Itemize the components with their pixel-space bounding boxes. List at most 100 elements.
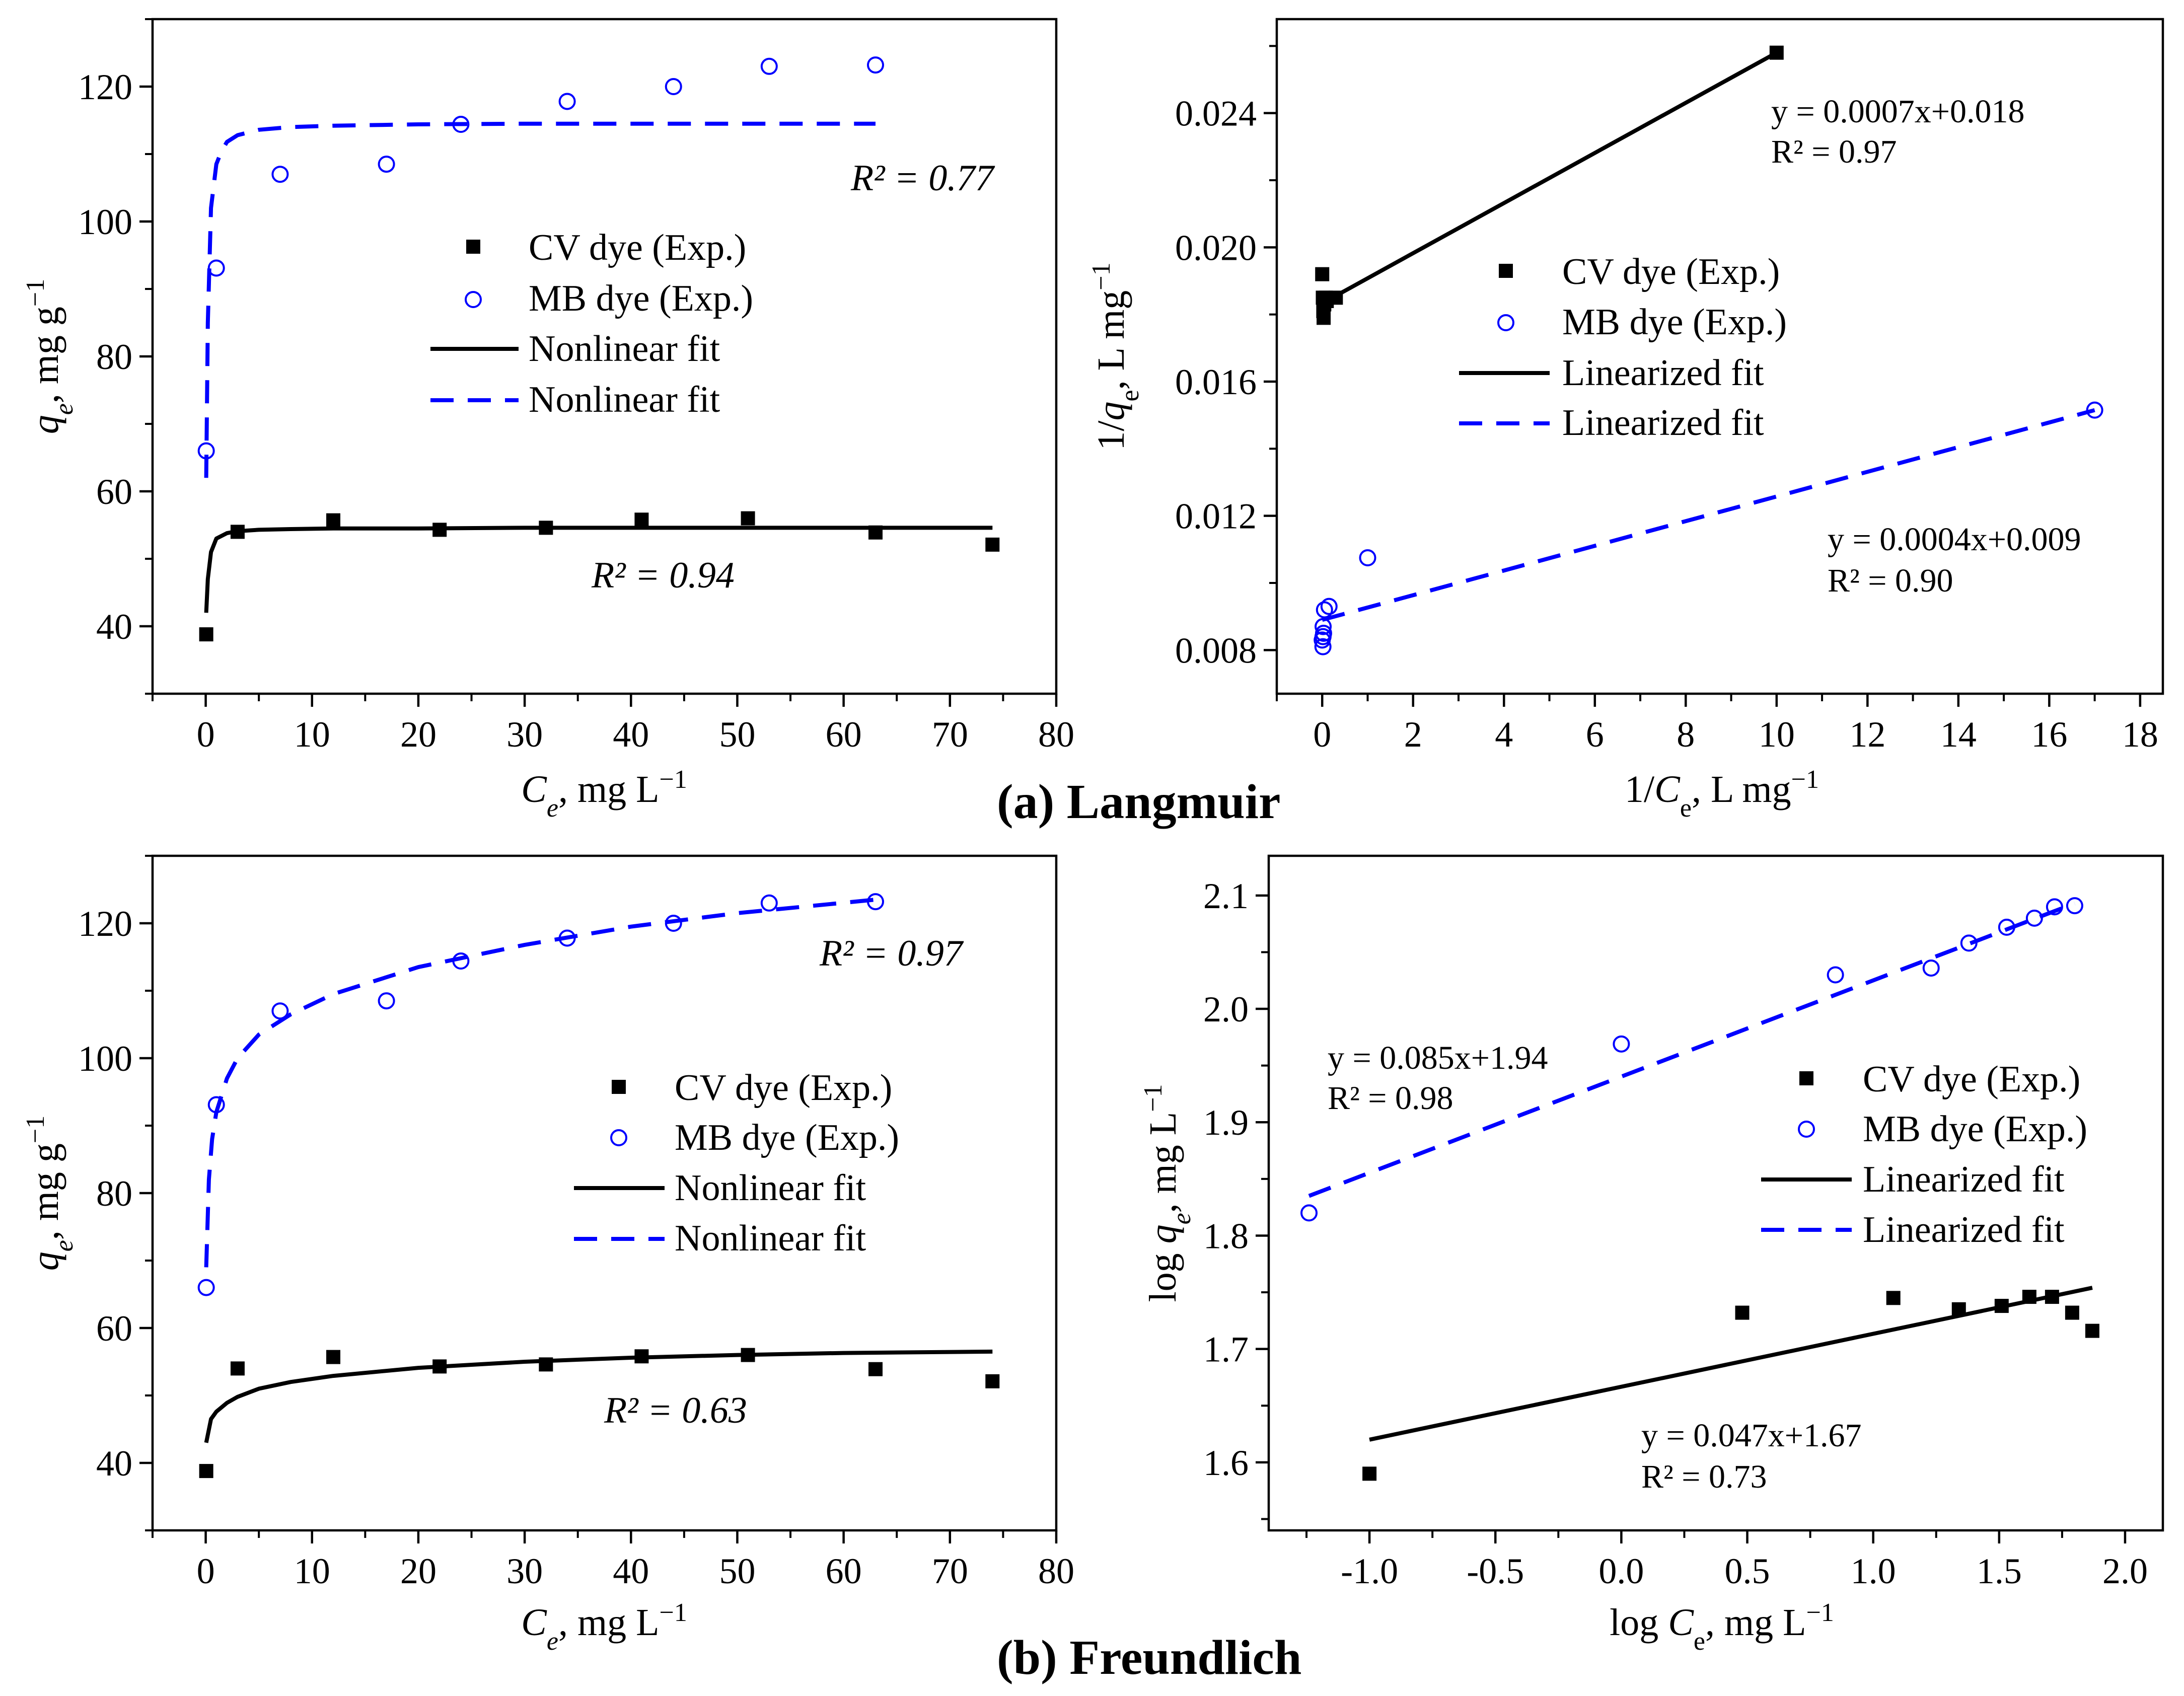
x-tick-label: 2 [1404, 714, 1422, 755]
mb-fit-equation: y = 0.085x+1.94 [1328, 1040, 1548, 1076]
x-tick-label: 10 [294, 714, 330, 755]
data-point-cv [199, 1464, 213, 1479]
data-point-mb [1359, 549, 1376, 566]
r2-cv-annotation: R² = 0.94 [591, 555, 735, 596]
legend-mb-label: MB dye (Exp.) [675, 1117, 899, 1158]
cv-fit-r2: R² = 0.73 [1641, 1458, 1767, 1495]
caption-b: (b) Freundlich [997, 1631, 1301, 1685]
x-tick-label: 0.0 [1598, 1551, 1644, 1591]
data-point-cv [1951, 1302, 1966, 1316]
data-point-mb [665, 915, 682, 932]
x-tick-label: 0 [197, 714, 215, 755]
legend-cv-label: CV dye (Exp.) [675, 1067, 892, 1109]
data-point-cv [1994, 1299, 2009, 1313]
legend-cv-label: CV dye (Exp.) [529, 227, 746, 268]
x-tick-label: -1.0 [1341, 1551, 1398, 1591]
data-point-cv [230, 1361, 245, 1376]
y-tick-label: 120 [78, 67, 132, 107]
cv-fit-equation: y = 0.047x+1.67 [1641, 1417, 1861, 1454]
data-point-cv [326, 513, 340, 528]
data-point-mb [2086, 401, 2103, 419]
cv-fit-equation: y = 0.0007x+0.018 [1771, 93, 2024, 130]
plot-frame [1275, 18, 2164, 695]
x-tick-label: 1.0 [1851, 1551, 1896, 1591]
data-point-mb [378, 992, 395, 1010]
plot-frame [1267, 854, 2164, 1532]
y-tick-label: 0.016 [1175, 362, 1257, 402]
data-point-cv [2065, 1305, 2079, 1320]
legend-cv-marker [466, 240, 480, 254]
y-tick-label: 1.8 [1203, 1216, 1249, 1256]
axis-ticks: 0 10 20 30 40 50 60 70 80 40 60 80 100 120 [78, 18, 1074, 755]
y-tick-label: 100 [78, 202, 132, 242]
r2-mb-annotation: R² = 0.77 [850, 158, 995, 199]
data-point-cv [634, 1349, 649, 1364]
fit-line-solid [1369, 1286, 2093, 1442]
x-tick-label: 8 [1677, 714, 1695, 755]
data-point-mb [760, 57, 778, 75]
data-point-cv [539, 1357, 553, 1372]
mb-fit-r2: R² = 0.90 [1828, 562, 1953, 599]
data-point-cv [432, 1359, 447, 1374]
data-point-cv [1769, 45, 1784, 60]
data-point-cv [1317, 311, 1331, 325]
legend: CV dye (Exp.) MB dye (Exp.) Linearized f… [1459, 251, 1787, 444]
fit-line-solid [204, 1349, 993, 1443]
data-point-cv [634, 512, 649, 527]
data-point-mb [1320, 598, 1338, 615]
data-point-cv [1362, 1466, 1377, 1481]
x-tick-label: 60 [826, 1551, 862, 1591]
mb-fit-equation: y = 0.0004x+0.009 [1828, 521, 2081, 558]
legend-fit-dashed-label: Linearized fit [1562, 402, 1764, 444]
data-point-mb [1613, 1035, 1630, 1053]
x-tick-label: 80 [1038, 714, 1074, 755]
data-point-mb [452, 116, 470, 133]
fit-line-dashed [204, 121, 876, 478]
data-point-mb [2066, 897, 2083, 915]
x-axis-label: log Ce, mg L−1 [1610, 1598, 1834, 1656]
x-tick-label: 30 [506, 1551, 543, 1591]
legend: CV dye (Exp.) MB dye (Exp.) Nonlinear fi… [574, 1067, 899, 1259]
x-axis-label: Ce, mg L−1 [521, 765, 687, 823]
fit-line-dashed [1322, 408, 2095, 622]
data-point-mb [1300, 1204, 1318, 1222]
x-axis-label: 1/Ce, L mg−1 [1625, 765, 1819, 823]
data-point-mb [867, 893, 884, 911]
mb-fit-r2: R² = 0.98 [1328, 1080, 1453, 1117]
freundlich-nonlinear-chart: 0 10 20 30 40 50 60 70 80 40 60 80 100 120 Ce, mg L−1… [21, 854, 1074, 1656]
data-point-mb [558, 929, 576, 947]
cv-fit-r2: R² = 0.97 [1771, 133, 1897, 170]
y-tick-label: 40 [96, 1443, 132, 1484]
fit-line-dashed [1308, 901, 2076, 1198]
x-tick-label: 12 [1849, 714, 1885, 755]
r2-cv-annotation: R² = 0.63 [604, 1390, 747, 1431]
x-tick-label: 0.5 [1725, 1551, 1770, 1591]
data-point-mb [271, 1002, 289, 1020]
legend-cv-label: CV dye (Exp.) [1863, 1059, 2080, 1100]
data-point-mb [1827, 966, 1844, 984]
x-tick-label: 80 [1038, 1551, 1074, 1591]
fit-line-solid [204, 526, 993, 613]
y-tick-label: 80 [96, 337, 132, 377]
legend-fit-solid-label: Linearized fit [1562, 352, 1764, 394]
y-axis-label: qe, mg g−1 [21, 279, 79, 434]
data-point-cv [2022, 1290, 2036, 1304]
x-tick-label: 16 [2031, 714, 2067, 755]
x-tick-label: 0 [197, 1551, 215, 1591]
data-point-mb [760, 894, 778, 912]
data-point-mb [452, 952, 470, 970]
data-point-cv [539, 521, 553, 535]
fit-line-solid [1323, 51, 1778, 304]
legend-cv-label: CV dye (Exp.) [1562, 251, 1780, 292]
y-tick-label: 40 [96, 607, 132, 647]
y-axis-label: log qe, mg L−1 [1139, 1084, 1196, 1302]
x-tick-label: 20 [400, 714, 436, 755]
data-point-mb [2025, 909, 2043, 927]
data-point-cv [1886, 1291, 1901, 1305]
y-axis-label: qe, mg g−1 [21, 1116, 79, 1271]
data-point-mb [197, 442, 215, 460]
x-axis-label: Ce, mg L−1 [521, 1598, 687, 1656]
x-tick-label: 30 [506, 714, 543, 755]
x-tick-label: 1.5 [1977, 1551, 2022, 1591]
caption-a: (a) Langmuir [997, 775, 1281, 829]
